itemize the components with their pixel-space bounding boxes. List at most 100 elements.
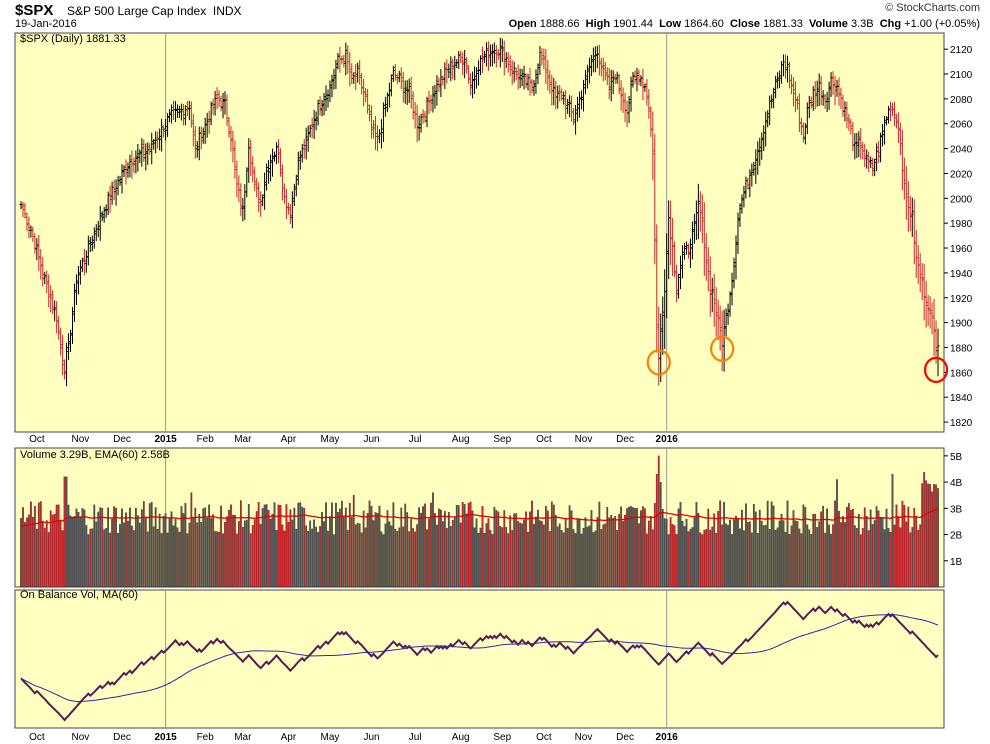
price-panel[interactable]: 1820 1840 1860 1880 1900 1920 1940 1960 1980 2000…: [14, 32, 973, 433]
volume-bar: [239, 500, 242, 588]
volume-bar: [226, 516, 228, 588]
volume-bar: [265, 504, 268, 588]
volume-bar: [713, 513, 716, 588]
volume-bar: [388, 521, 391, 588]
volume-bar: [489, 530, 492, 588]
x-tick-label: Dec: [113, 434, 131, 445]
volume-bar: [523, 519, 525, 588]
volume-bar: [374, 512, 377, 588]
volume-bar: [756, 533, 759, 588]
volume-bar: [931, 491, 933, 588]
volume-bar: [24, 522, 26, 588]
volume-bar: [927, 483, 929, 588]
x-tick-label: Feb: [197, 732, 215, 743]
volume-bar: [394, 528, 397, 588]
volume-bar: [659, 481, 662, 588]
volume-bar: [911, 527, 914, 588]
volume-bar: [329, 516, 331, 588]
volume-bar: [550, 501, 553, 588]
volume-bar: [640, 510, 642, 588]
volume-bar: [921, 483, 924, 588]
y-tick-label: 2020: [950, 169, 973, 180]
volume-bar: [422, 506, 424, 588]
volume-panel[interactable]: 1B 2B 3B 4B 5B: [14, 447, 963, 588]
volume-bar: [786, 500, 789, 588]
volume-bar: [180, 506, 183, 588]
volume-bar: [806, 524, 809, 588]
volume-bar: [529, 511, 531, 588]
price-legend: $SPX (Daily) 1881.33: [20, 33, 126, 45]
x-tick-label: Jun: [364, 732, 380, 743]
volume-bar: [105, 528, 108, 588]
volume-bar: [566, 528, 569, 588]
price-panel-bg: [14, 32, 945, 433]
volume-bar: [57, 504, 60, 588]
symbol: $SPX: [15, 2, 54, 19]
volume-bar: [241, 526, 244, 588]
stockcharts-logo[interactable]: © StockCharts.com: [885, 2, 980, 14]
volume-bar: [727, 524, 729, 588]
volume-bar: [501, 527, 504, 588]
volume-bar: [443, 511, 446, 588]
volume-bar: [485, 523, 488, 588]
volume-bar: [279, 505, 282, 588]
volume-bar: [816, 527, 819, 588]
volume-bar: [691, 527, 694, 588]
volume-bar: [406, 512, 409, 588]
volume-bar: [414, 531, 417, 588]
volume-bar: [754, 511, 757, 588]
volume-bar: [564, 518, 567, 588]
y-tick-label: 2060: [950, 120, 973, 131]
volume-bar: [39, 501, 42, 588]
obv-panel[interactable]: [14, 589, 945, 729]
volume-bar: [636, 508, 638, 588]
volume-bar: [249, 533, 252, 588]
volume-bar: [574, 533, 577, 588]
volume-bar: [313, 519, 315, 588]
x-tick-label: Dec: [616, 434, 634, 445]
y-tick-label: 1960: [950, 244, 973, 255]
volume-bar: [861, 528, 864, 588]
volume-bar: [655, 474, 658, 588]
x-tick-label: Jul: [409, 732, 422, 743]
x-tick-label: Aug: [452, 434, 470, 445]
volume-bar: [917, 529, 920, 588]
volume-bar: [867, 530, 870, 588]
chg-value: +1.00 (+0.05%): [904, 18, 980, 30]
volume-bar: [291, 519, 294, 588]
volume-bar: [604, 523, 607, 588]
volume-bar: [675, 534, 678, 588]
x-tick-label: Dec: [113, 732, 131, 743]
volume-bar: [321, 512, 323, 588]
volume-bar: [352, 495, 355, 588]
y-tick-label: 2040: [950, 145, 973, 156]
volume-bar: [91, 528, 94, 588]
volume-bar: [850, 509, 852, 588]
y-tick-label: 1980: [950, 219, 973, 230]
volume-bar: [669, 517, 672, 588]
volume-bar: [929, 484, 931, 588]
volume-bar: [937, 488, 939, 588]
volume-bar: [81, 508, 84, 588]
volume-bar: [255, 511, 258, 588]
volume-bar: [67, 504, 70, 588]
volume-bar: [190, 492, 193, 588]
volume-bar: [455, 505, 458, 588]
volume-bar: [741, 509, 743, 588]
volume-bar: [830, 533, 832, 588]
volume-bar: [115, 507, 117, 588]
volume-bar: [826, 508, 828, 588]
volume-bar: [846, 507, 848, 588]
volume-bar: [131, 525, 133, 588]
volume-bar: [386, 510, 389, 588]
volume-bar: [697, 512, 700, 588]
volume-legend: Volume 3.29B, EMA(60) 2.58B: [20, 449, 170, 461]
volume-bar: [820, 511, 823, 588]
volume-bar: [865, 515, 868, 588]
volume-bar: [507, 533, 510, 588]
low-value: 1864.60: [684, 18, 724, 30]
chg-label: Chg: [879, 18, 902, 30]
volume-bar: [568, 505, 571, 588]
volume-bar: [875, 506, 878, 588]
